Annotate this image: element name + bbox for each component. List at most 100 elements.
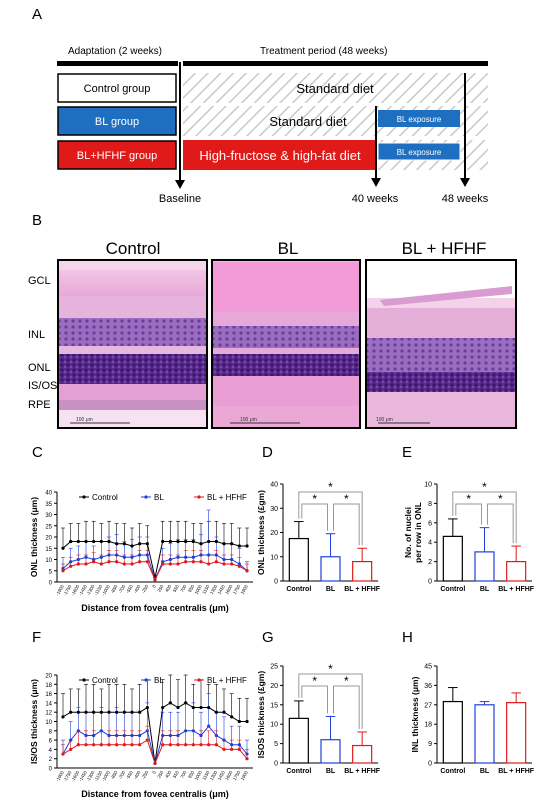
chart-e-ytick-label: 6 [428, 520, 432, 527]
hfhf-diet-label: High-fructose & high-fat diet [199, 148, 361, 163]
chart-c-ytick-label: 35 [45, 502, 52, 508]
chart-f-point [145, 729, 149, 733]
chart-f-xtick-label: 1900 [240, 770, 250, 782]
chart-c-series-line [62, 541, 247, 578]
chart-c-point [92, 560, 96, 564]
chart-g-bar [352, 744, 373, 764]
chart-f-ytick-label: 14 [45, 701, 52, 707]
histology-image-blhfhf [365, 259, 517, 429]
chart-f-xtick-label: 1750 [232, 770, 242, 782]
chart-c-xtick-label: -250 [140, 584, 149, 595]
chart-d-sig-bracket [333, 503, 360, 546]
baseline-label: Baseline [159, 193, 201, 205]
chart-c-point [61, 546, 65, 550]
panel-label-h: H [402, 629, 413, 646]
chart-c-point [61, 566, 65, 571]
chart-f-point [214, 743, 218, 747]
chart-c-point [69, 564, 73, 568]
chart-c-point [168, 562, 172, 566]
chart-d-ytick-label: 40 [270, 482, 278, 489]
chart-c-legend-marker [197, 495, 201, 499]
chart-g-ylabel: ISOS thickness (£gm) [256, 671, 266, 759]
chart-c-xtick-label: -1450 [78, 584, 88, 597]
chart-f-legend-marker [197, 678, 201, 682]
chart-c-point [207, 553, 211, 557]
chart-f-xtick-label: -250 [140, 770, 149, 781]
chart-f-point [69, 738, 73, 742]
chart-f-point [191, 743, 195, 747]
chart-e-ytick-label: 0 [428, 579, 432, 586]
bl-exposure-label: BL exposure [397, 115, 442, 124]
chart-f-legend-label: BL [154, 676, 164, 685]
chart-c-point [168, 539, 172, 544]
chart-c-legend-marker [144, 495, 148, 499]
control-group-label: Control group [84, 83, 151, 95]
chart-f-point [145, 705, 149, 710]
chart-f-xtick-label: 550 [172, 770, 180, 779]
chart-h-category-label: Control [440, 768, 465, 775]
chart-c-xtick-label: 1450 [217, 584, 227, 596]
scale-bar-label-blhfhf: 100 μm [376, 417, 393, 423]
chart-c-point [191, 555, 195, 559]
chart-f-xtick-label: 250 [156, 770, 164, 779]
chart-h-category-label: BL + HFHF [498, 768, 535, 775]
chart-c-point [145, 560, 149, 564]
chart-c-point [153, 578, 157, 582]
chart-d-category-label: BL [326, 586, 336, 593]
bl-group-label: BL group [95, 116, 139, 128]
chart-c-xtick-label: 1300 [209, 584, 219, 596]
chart-g-ytick-label: 5 [274, 741, 278, 748]
chart-f-point [99, 710, 103, 714]
chart-f-xtick-label: -700 [117, 770, 126, 781]
chart-d-sig-star: * [328, 480, 333, 494]
chart-c-xtick-label: 1000 [194, 584, 204, 596]
panel-label-d: D [262, 444, 273, 461]
timeline-diagram: Adaptation (2 weeks) Treatment period (4… [57, 46, 489, 205]
chart-f-xtick-label: 0 [151, 770, 157, 775]
treatment-bar [183, 61, 488, 66]
chart-c-point [138, 542, 142, 546]
chart-c-point [122, 542, 126, 546]
chart-c-point [76, 562, 80, 566]
chart-f-point [115, 710, 119, 714]
chart-d-ytick-label: 20 [270, 530, 278, 537]
chart-f-xtick-label: -1300 [85, 770, 95, 783]
hfhf-exposure-box [377, 142, 461, 161]
chart-d-ytick-label: 30 [270, 506, 278, 513]
chart-c-point [130, 555, 134, 559]
chart-e-category-label: BL + HFHF [498, 586, 535, 593]
chart-f-point [130, 710, 134, 714]
chart-c-point [176, 555, 180, 559]
chart-e-sig-bracket [455, 503, 482, 525]
chart-f-ytick-label: 16 [45, 692, 52, 698]
chart-d-bar [288, 537, 309, 582]
chart-c-xtick-label: 1150 [201, 584, 210, 595]
chart-f-point [84, 733, 88, 738]
chart-c-point [138, 553, 142, 557]
chart-c-xtick-label: 850 [187, 584, 195, 593]
chart-f-point [230, 747, 234, 752]
chart-g-sig-bracket [333, 685, 360, 729]
chart-c-point [115, 542, 119, 546]
chart-c-ytick-label: 25 [45, 524, 52, 530]
chart-f-point [237, 719, 241, 724]
chart-f-xtick-label: -1150 [93, 770, 103, 783]
chart-f-xtick-label: -1900 [55, 770, 65, 783]
layer-label-rpe: RPE [28, 399, 51, 411]
chart-f-point [76, 710, 80, 714]
chart-f-point [115, 733, 119, 738]
chart-f-xtick-label: -1000 [101, 770, 111, 783]
chart-c-xtick-label: -850 [110, 584, 119, 595]
chart-f-ytick-label: 18 [45, 683, 52, 689]
chart-d-category-label: BL + HFHF [344, 586, 381, 593]
chart-f-point [237, 747, 241, 752]
chart-c-ytick-label: 20 [45, 536, 52, 542]
chart-g-category-label: BL [326, 768, 336, 775]
chart-f-xtick-label: -550 [125, 770, 134, 781]
chart-c-xtick-label: 1750 [232, 584, 242, 596]
histology-title-bl: BL [278, 239, 299, 258]
chart-d-category-label: Control [286, 586, 311, 593]
chart-c-point [130, 544, 134, 548]
chart-f-point [191, 729, 195, 733]
chart-c-point [214, 560, 218, 564]
